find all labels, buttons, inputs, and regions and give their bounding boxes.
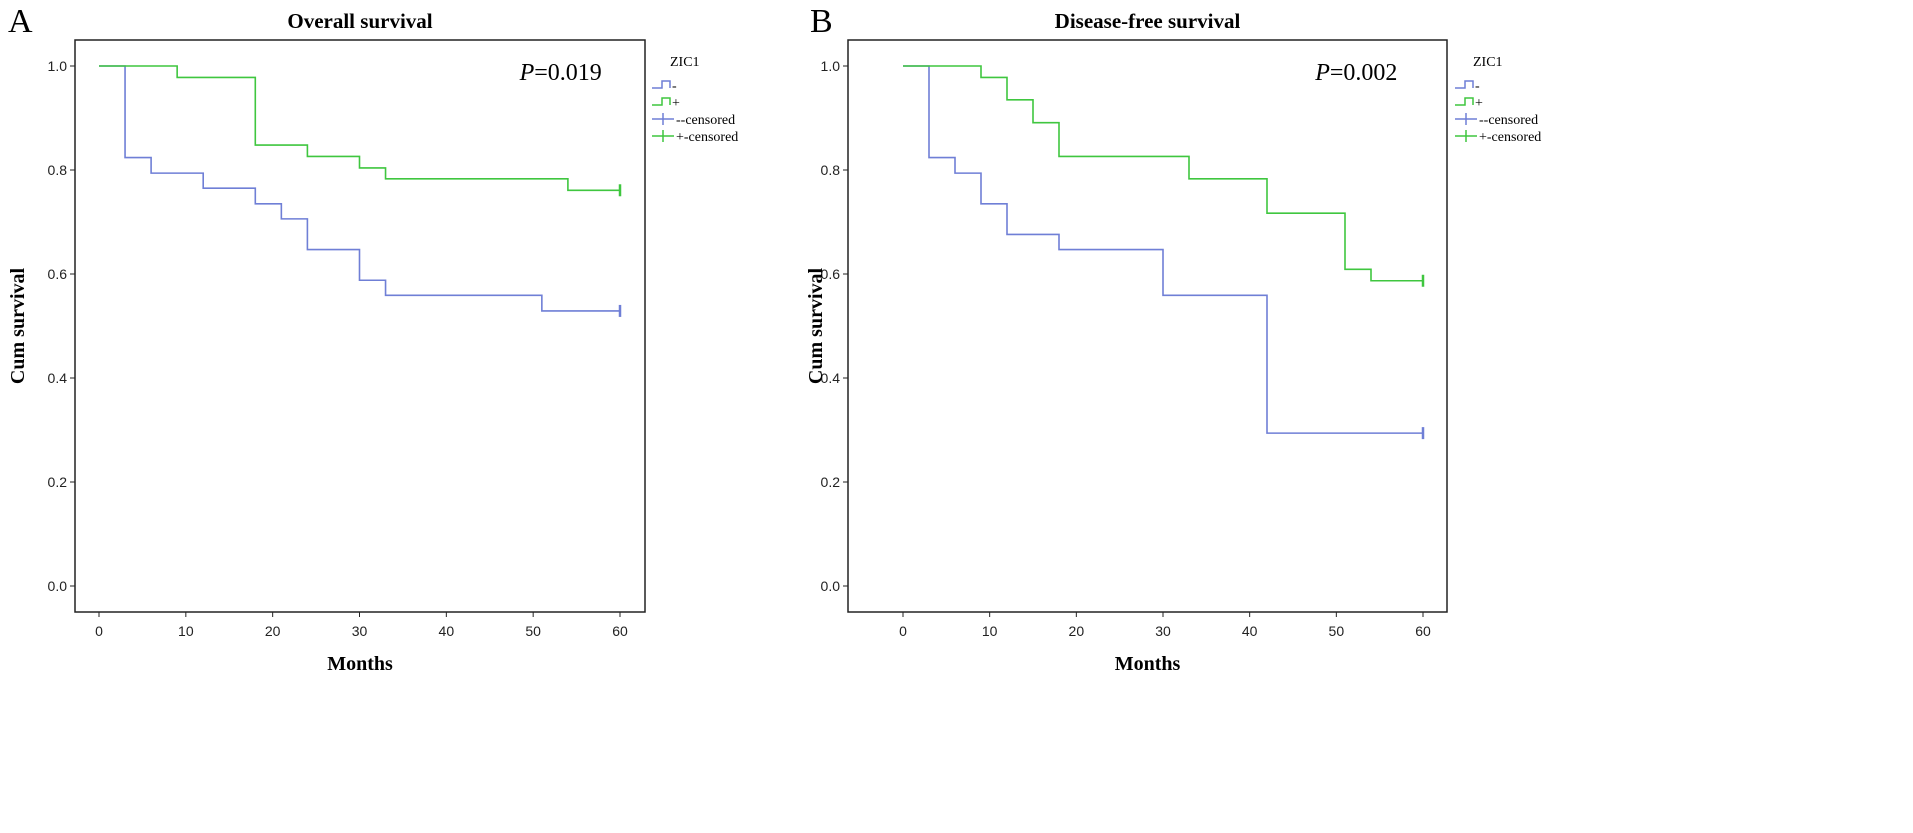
panel-label: B [810,3,833,40]
p-symbol: P [519,60,535,86]
x-tick-label: 50 [1329,623,1345,639]
survival-curve-positive [99,65,620,192]
chart-title: Overall survival [287,9,432,33]
y-tick-label: 0.2 [48,474,68,490]
panel-A: A Overall survival 0.0 0.2 0.4 0.6 0.8 1.0 0 10 20… [7,3,738,675]
chart-title: Disease-free survival [1055,9,1241,33]
x-tick-label: 40 [439,623,455,639]
x-tick-label: 20 [1069,623,1085,639]
legend-title: ZIC1 [1473,55,1503,70]
legend-entry: - [1475,79,1480,94]
y-tick-label: 0.0 [48,578,68,594]
y-tick-label: 0.8 [48,162,68,178]
p-value-annotation: P=0.002 [1314,60,1397,86]
x-tick-label: 60 [612,623,628,639]
y-axis-label: Cum survival [7,267,29,384]
y-tick-label: 0.6 [48,266,68,282]
panel-label: A [8,3,33,40]
x-tick-label: 0 [899,623,907,639]
p-value-annotation: P=0.019 [519,60,602,86]
y-tick-label: 0.4 [48,370,68,386]
x-tick-label: 0 [95,623,103,639]
p-value: =0.002 [1330,60,1398,86]
legend-step-swatch [652,80,671,89]
legend-entry: + [1475,96,1483,111]
y-tick-label: 0.2 [821,474,841,490]
x-tick-label: 20 [265,623,281,639]
y-tick-label: 0.6 [821,266,841,282]
survival-curve-positive [903,65,1423,282]
x-tick-label: 10 [178,623,194,639]
p-value: =0.019 [534,60,602,86]
legend-entry: +-censored [1479,130,1541,145]
x-tick-label: 10 [982,623,998,639]
x-axis-label: Months [327,653,393,675]
panel-B: B Disease-free survival 0.0 0.2 0.4 0.6 0.8 1.0… [805,3,1541,675]
x-tick-label: 30 [352,623,368,639]
y-tick-label: 0.0 [821,578,841,594]
survival-curve-negative [99,65,620,312]
legend-entry: +-censored [676,130,738,145]
x-tick-label: 60 [1415,623,1431,639]
legend: ZIC1 - + --censored +-censored [652,55,738,145]
legend: ZIC1 - + --censored +-censored [1455,55,1541,145]
x-tick-label: 50 [525,623,541,639]
y-tick-label: 1.0 [821,58,841,74]
y-tick-label: 1.0 [48,58,68,74]
x-tick-label: 40 [1242,623,1258,639]
survival-curve-negative [903,65,1423,434]
legend-title: ZIC1 [670,55,700,70]
plot-frame [74,39,646,613]
legend-step-swatch [652,97,671,106]
y-tick-label: 0.8 [821,162,841,178]
legend-step-swatch [1455,97,1474,106]
p-symbol: P [1314,60,1330,86]
legend-entry: --censored [1479,113,1538,128]
legend-entry: + [672,96,680,111]
x-tick-label: 30 [1155,623,1171,639]
x-axis-label: Months [1115,653,1181,675]
legend-entry: --censored [676,113,735,128]
legend-entry: - [672,79,677,94]
y-tick-label: 0.4 [821,370,841,386]
plot-frame [847,39,1448,613]
y-axis-label: Cum survival [805,267,827,384]
legend-step-swatch [1455,80,1474,89]
